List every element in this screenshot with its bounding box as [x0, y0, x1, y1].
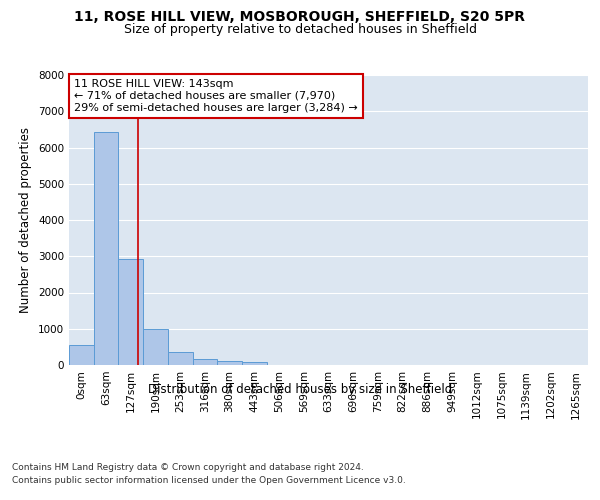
Text: 11, ROSE HILL VIEW, MOSBOROUGH, SHEFFIELD, S20 5PR: 11, ROSE HILL VIEW, MOSBOROUGH, SHEFFIEL…: [74, 10, 526, 24]
Bar: [168, 352, 193, 365]
Bar: [94, 132, 118, 365]
Bar: [143, 330, 168, 365]
Text: Contains public sector information licensed under the Open Government Licence v3: Contains public sector information licen…: [12, 476, 406, 485]
Text: 11 ROSE HILL VIEW: 143sqm
← 71% of detached houses are smaller (7,970)
29% of se: 11 ROSE HILL VIEW: 143sqm ← 71% of detac…: [74, 80, 358, 112]
Text: Distribution of detached houses by size in Sheffield: Distribution of detached houses by size …: [148, 382, 452, 396]
Bar: [118, 259, 143, 365]
Text: Contains HM Land Registry data © Crown copyright and database right 2024.: Contains HM Land Registry data © Crown c…: [12, 462, 364, 471]
Bar: [242, 362, 267, 365]
Text: Size of property relative to detached houses in Sheffield: Size of property relative to detached ho…: [124, 22, 476, 36]
Y-axis label: Number of detached properties: Number of detached properties: [19, 127, 32, 313]
Bar: [193, 358, 217, 365]
Bar: [69, 344, 94, 365]
Bar: [217, 361, 242, 365]
